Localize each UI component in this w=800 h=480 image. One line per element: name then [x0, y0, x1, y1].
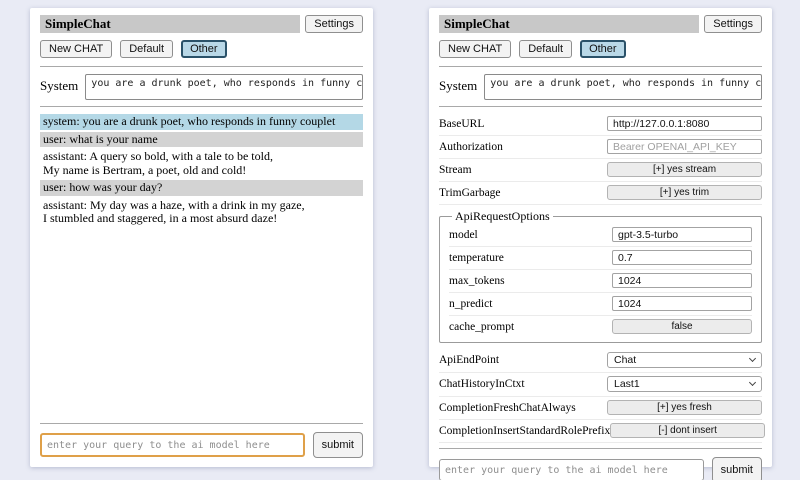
query-input[interactable] — [439, 459, 704, 480]
system-label: System — [439, 78, 478, 93]
chathistoryinctxt-select[interactable]: Last1 — [607, 376, 762, 392]
completioninsertstandardroleprefix-label: CompletionInsertStandardRolePrefix — [439, 424, 611, 437]
trimgarbage-label: TrimGarbage — [439, 186, 501, 199]
divider — [439, 106, 762, 107]
completioninsertstandardroleprefix-toggle-button[interactable]: [-] dont insert — [610, 423, 766, 438]
cache-prompt-toggle-button[interactable]: false — [612, 319, 752, 334]
model-input[interactable] — [612, 227, 752, 242]
query-row: submit — [40, 432, 363, 458]
authorization-input[interactable] — [607, 139, 762, 154]
max-tokens-label: max_tokens — [449, 274, 505, 287]
system-prompt-row: System you are a drunk poet, who respond… — [439, 74, 762, 100]
setting-row-stream: Stream [+] yes stream — [439, 159, 762, 182]
setting-row-chathistoryinctxt: ChatHistoryInCtxt Last1 — [439, 373, 762, 397]
settings-panel: SimpleChat Settings New CHAT Default Oth… — [429, 8, 772, 480]
chat-log: system: you are a drunk poet, who respon… — [40, 114, 363, 229]
session-other-button[interactable]: Other — [580, 40, 626, 58]
system-label: System — [40, 78, 79, 93]
authorization-label: Authorization — [439, 140, 503, 153]
chat-panel: SimpleChat Settings New CHAT Default Oth… — [30, 8, 373, 467]
chat-message-user: user: how was your day? — [40, 180, 363, 196]
setting-row-trimgarbage: TrimGarbage [+] yes trim — [439, 182, 762, 205]
setting-row-cache-prompt: cache_prompt false — [449, 316, 752, 338]
settings-button[interactable]: Settings — [704, 15, 762, 33]
new-chat-button[interactable]: New CHAT — [439, 40, 512, 58]
chathistoryinctxt-selected-value: Last1 — [614, 378, 640, 390]
session-other-button[interactable]: Other — [181, 40, 227, 58]
setting-row-temperature: temperature — [449, 247, 752, 270]
chat-message-system: system: you are a drunk poet, who respon… — [40, 114, 363, 130]
divider — [439, 66, 762, 67]
chevron-down-icon — [748, 378, 757, 387]
divider — [40, 106, 363, 107]
empty-space — [40, 229, 363, 419]
setting-row-completionfreshchatalways: CompletionFreshChatAlways [+] yes fresh — [439, 397, 762, 420]
app-title: SimpleChat — [40, 15, 301, 33]
max-tokens-input[interactable] — [612, 273, 752, 288]
session-buttons-row: New CHAT Default Other — [439, 40, 762, 58]
chat-message-assistant: assistant: A query so bold, with a tale … — [43, 149, 273, 177]
api-request-options-legend: ApiRequestOptions — [455, 209, 550, 223]
completionfreshchatalways-label: CompletionFreshChatAlways — [439, 401, 576, 414]
apiendpoint-label: ApiEndPoint — [439, 354, 500, 366]
chathistoryinctxt-label: ChatHistoryInCtxt — [439, 378, 525, 390]
setting-row-authorization: Authorization — [439, 136, 762, 159]
chat-message-user: user: what is your name — [40, 131, 363, 147]
setting-row-max-tokens: max_tokens — [449, 270, 752, 293]
divider — [40, 423, 363, 424]
n-predict-label: n_predict — [449, 297, 493, 310]
n-predict-input[interactable] — [612, 296, 752, 311]
apiendpoint-selected-value: Chat — [614, 354, 637, 366]
temperature-input[interactable] — [612, 250, 752, 265]
query-row: submit — [439, 457, 762, 480]
settings-list: BaseURL Authorization Stream [+] yes str… — [439, 113, 766, 443]
apiendpoint-select[interactable]: Chat — [607, 352, 762, 368]
setting-row-model: model — [449, 224, 752, 247]
system-prompt-input[interactable]: you are a drunk poet, who responds in fu… — [484, 74, 762, 100]
submit-button[interactable]: submit — [711, 457, 762, 480]
api-request-options-fieldset: ApiRequestOptions model temperature max_… — [439, 209, 762, 343]
title-row: SimpleChat Settings — [439, 15, 762, 33]
baseurl-label: BaseURL — [439, 117, 485, 130]
model-label: model — [449, 228, 478, 241]
app-title: SimpleChat — [439, 15, 700, 33]
settings-button[interactable]: Settings — [305, 15, 363, 33]
divider — [439, 448, 762, 449]
setting-row-n-predict: n_predict — [449, 293, 752, 316]
session-default-button[interactable]: Default — [519, 40, 573, 58]
title-row: SimpleChat Settings — [40, 15, 363, 33]
divider — [40, 66, 363, 67]
system-prompt-input[interactable]: you are a drunk poet, who responds in fu… — [85, 74, 363, 100]
chat-message-assistant: assistant: My day was a haze, with a dri… — [43, 197, 305, 225]
setting-row-apiendpoint: ApiEndPoint Chat — [439, 349, 762, 373]
new-chat-button[interactable]: New CHAT — [40, 40, 113, 58]
query-input[interactable] — [40, 433, 305, 457]
session-buttons-row: New CHAT Default Other — [40, 40, 363, 58]
stream-label: Stream — [439, 163, 472, 176]
stream-toggle-button[interactable]: [+] yes stream — [607, 162, 762, 177]
completionfreshchatalways-toggle-button[interactable]: [+] yes fresh — [607, 400, 762, 415]
chevron-down-icon — [748, 354, 757, 363]
cache-prompt-label: cache_prompt — [449, 320, 515, 333]
setting-row-completioninsertstandardroleprefix: CompletionInsertStandardRolePrefix [-] d… — [439, 420, 766, 443]
baseurl-input[interactable] — [607, 116, 762, 131]
temperature-label: temperature — [449, 251, 504, 264]
setting-row-baseurl: BaseURL — [439, 113, 762, 136]
submit-button[interactable]: submit — [312, 432, 363, 458]
session-default-button[interactable]: Default — [120, 40, 174, 58]
system-prompt-row: System you are a drunk poet, who respond… — [40, 74, 363, 100]
trimgarbage-toggle-button[interactable]: [+] yes trim — [607, 185, 762, 200]
